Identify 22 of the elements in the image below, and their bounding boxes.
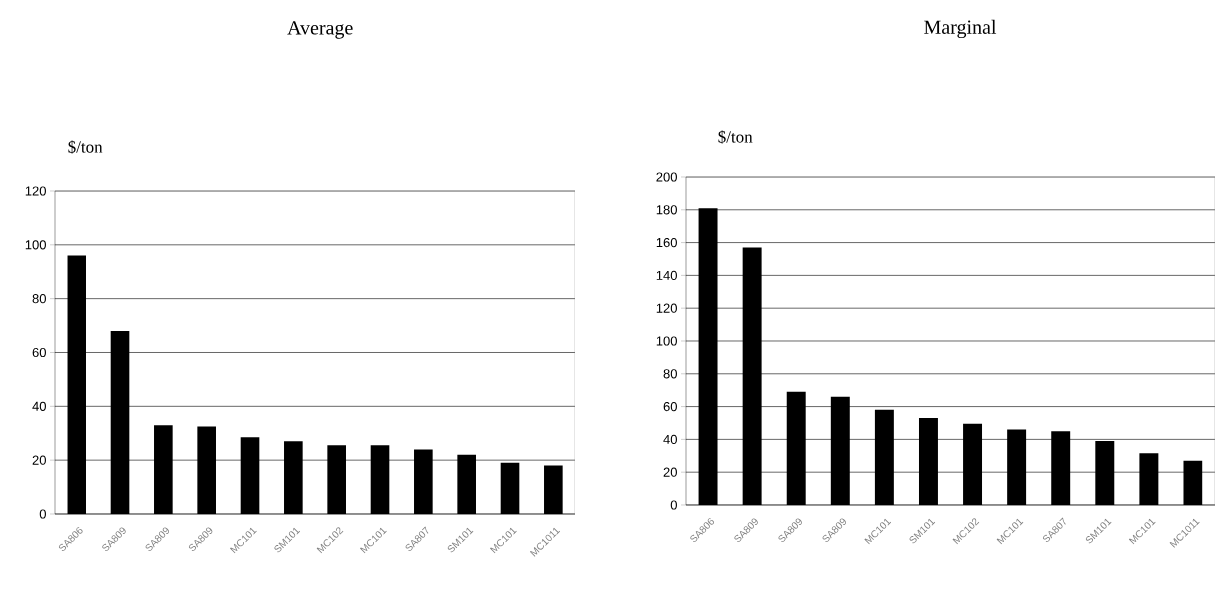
y-tick-label: 100 <box>25 240 46 250</box>
y-tick-label: 0 <box>39 509 46 519</box>
y-tick-label: 120 <box>656 303 677 313</box>
y-tick-label: 40 <box>663 434 677 444</box>
y-tick-label: 80 <box>663 369 677 379</box>
y-tick-label: 40 <box>32 401 46 411</box>
y-tick-label: 0 <box>670 500 677 510</box>
y-tick-label: 120 <box>25 186 46 196</box>
y-tick-label: 140 <box>656 270 677 280</box>
chart-title: Marginal <box>924 19 997 39</box>
chart-title: Average <box>287 21 353 39</box>
y-tick-label: 60 <box>663 401 677 412</box>
y-tick-label: 160 <box>656 237 677 248</box>
y-tick-label: 200 <box>656 172 677 182</box>
y-tick-label: 20 <box>663 467 677 477</box>
y-tick-label: 80 <box>32 294 46 304</box>
y-tick-label: 180 <box>656 205 677 215</box>
y-tick-label: 100 <box>656 336 677 346</box>
y-tick-label: 20 <box>32 455 46 465</box>
y-axis-title: $/ton <box>718 130 753 144</box>
y-axis-title: $/ton <box>68 140 103 154</box>
y-tick-label: 60 <box>32 347 46 358</box>
